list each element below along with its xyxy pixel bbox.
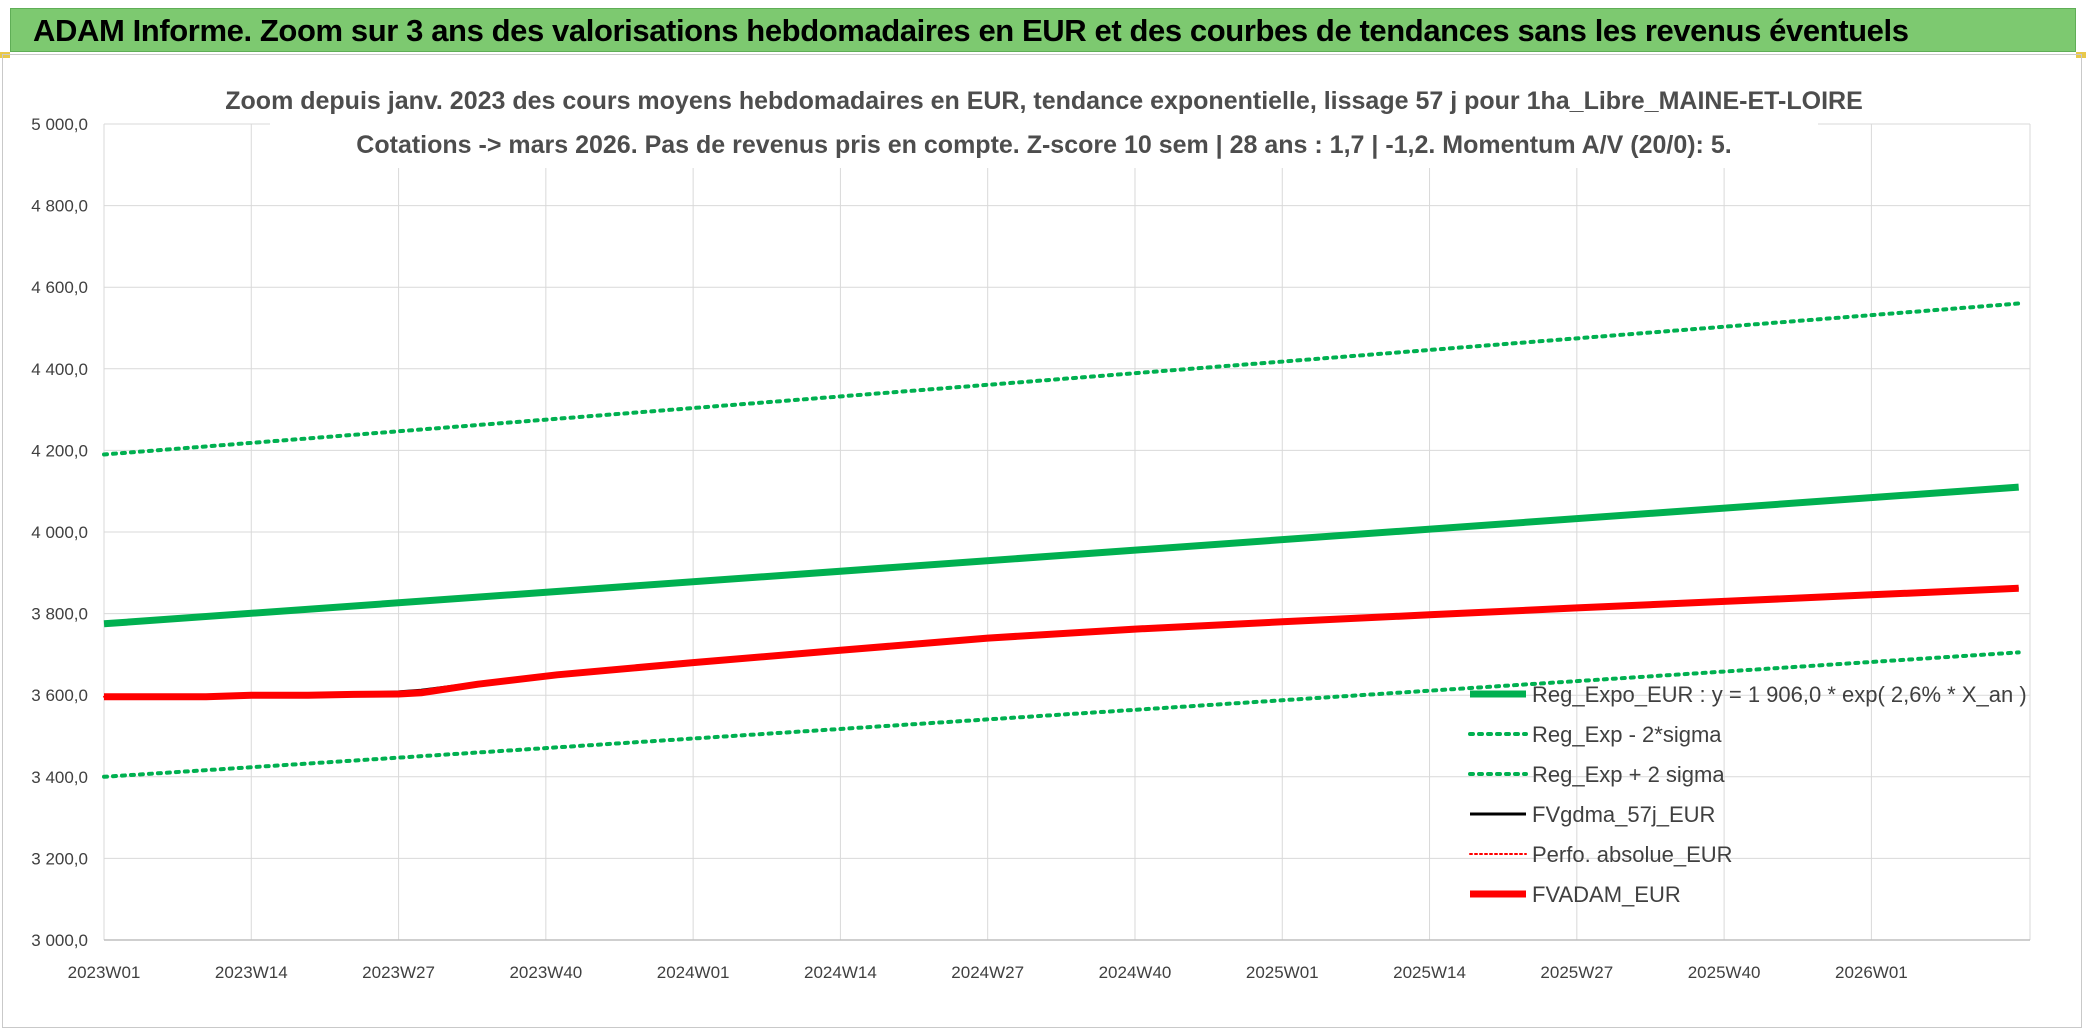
x-tick-label: 2023W14 bbox=[215, 963, 288, 982]
x-tick-label: 2024W01 bbox=[657, 963, 730, 982]
chart-title: Zoom depuis janv. 2023 des cours moyens … bbox=[225, 87, 1863, 115]
series-line-4 bbox=[103, 587, 2020, 698]
y-tick-label: 5 000,0 bbox=[31, 115, 88, 134]
y-tick-label: 3 000,0 bbox=[31, 931, 88, 950]
y-tick-label: 3 600,0 bbox=[31, 686, 88, 705]
x-tick-label: 2025W14 bbox=[1393, 963, 1466, 982]
x-axis-ticks: 2023W01 2023W14 2023W27 2023W40 2024W01 2024W… bbox=[68, 963, 1908, 982]
x-tick-label: 2024W40 bbox=[1099, 963, 1172, 982]
legend-label: Reg_Exp + 2 sigma bbox=[1532, 762, 1725, 787]
report-banner: ADAM Informe. Zoom sur 3 ans des valoris… bbox=[10, 8, 2076, 52]
report-banner-title: ADAM Informe. Zoom sur 3 ans des valoris… bbox=[33, 13, 1909, 48]
x-tick-label: 2023W27 bbox=[362, 963, 435, 982]
x-tick-label: 2024W14 bbox=[804, 963, 877, 982]
y-axis-ticks: 3 000,0 3 200,0 3 400,0 3 600,0 3 800,0 4 000… bbox=[31, 115, 88, 950]
y-tick-label: 4 000,0 bbox=[31, 523, 88, 542]
chart-legend: Reg_Expo_EUR : y = 1 906,0 * exp( 2,6% *… bbox=[1468, 682, 2027, 907]
y-tick-label: 4 600,0 bbox=[31, 278, 88, 297]
x-tick-label: 2025W27 bbox=[1540, 963, 1613, 982]
x-tick-label: 2025W01 bbox=[1246, 963, 1319, 982]
chart-area-border bbox=[2, 54, 2082, 1028]
x-tick-label: 2023W40 bbox=[509, 963, 582, 982]
banner-corner-left bbox=[0, 52, 10, 58]
legend-label: Reg_Exp - 2*sigma bbox=[1532, 722, 1722, 747]
x-tick-label: 2024W27 bbox=[951, 963, 1024, 982]
chart-title-background bbox=[270, 80, 1818, 168]
y-tick-label: 4 400,0 bbox=[31, 360, 88, 379]
legend-label: FVADAM_EUR bbox=[1532, 882, 1681, 907]
series-line-0 bbox=[103, 483, 2019, 628]
y-tick-label: 4 200,0 bbox=[31, 441, 88, 460]
y-tick-label: 3 200,0 bbox=[31, 849, 88, 868]
chart-series bbox=[102, 301, 2021, 779]
y-tick-label: 3 400,0 bbox=[31, 768, 88, 787]
chart-subtitle: Cotations -> mars 2026. Pas de revenus p… bbox=[356, 131, 1731, 159]
legend-label: FVgdma_57j_EUR bbox=[1532, 802, 1715, 827]
x-tick-label: 2025W40 bbox=[1688, 963, 1761, 982]
legend-label: Perfo. absolue_EUR bbox=[1532, 842, 1733, 867]
y-tick-label: 4 800,0 bbox=[31, 197, 88, 216]
x-tick-label: 2023W01 bbox=[68, 963, 141, 982]
y-tick-label: 3 800,0 bbox=[31, 605, 88, 624]
series-line-2 bbox=[102, 301, 2021, 457]
x-tick-label: 2026W01 bbox=[1835, 963, 1908, 982]
series-line-1 bbox=[102, 650, 2021, 779]
legend-label: Reg_Expo_EUR : y = 1 906,0 * exp( 2,6% *… bbox=[1532, 682, 2027, 707]
